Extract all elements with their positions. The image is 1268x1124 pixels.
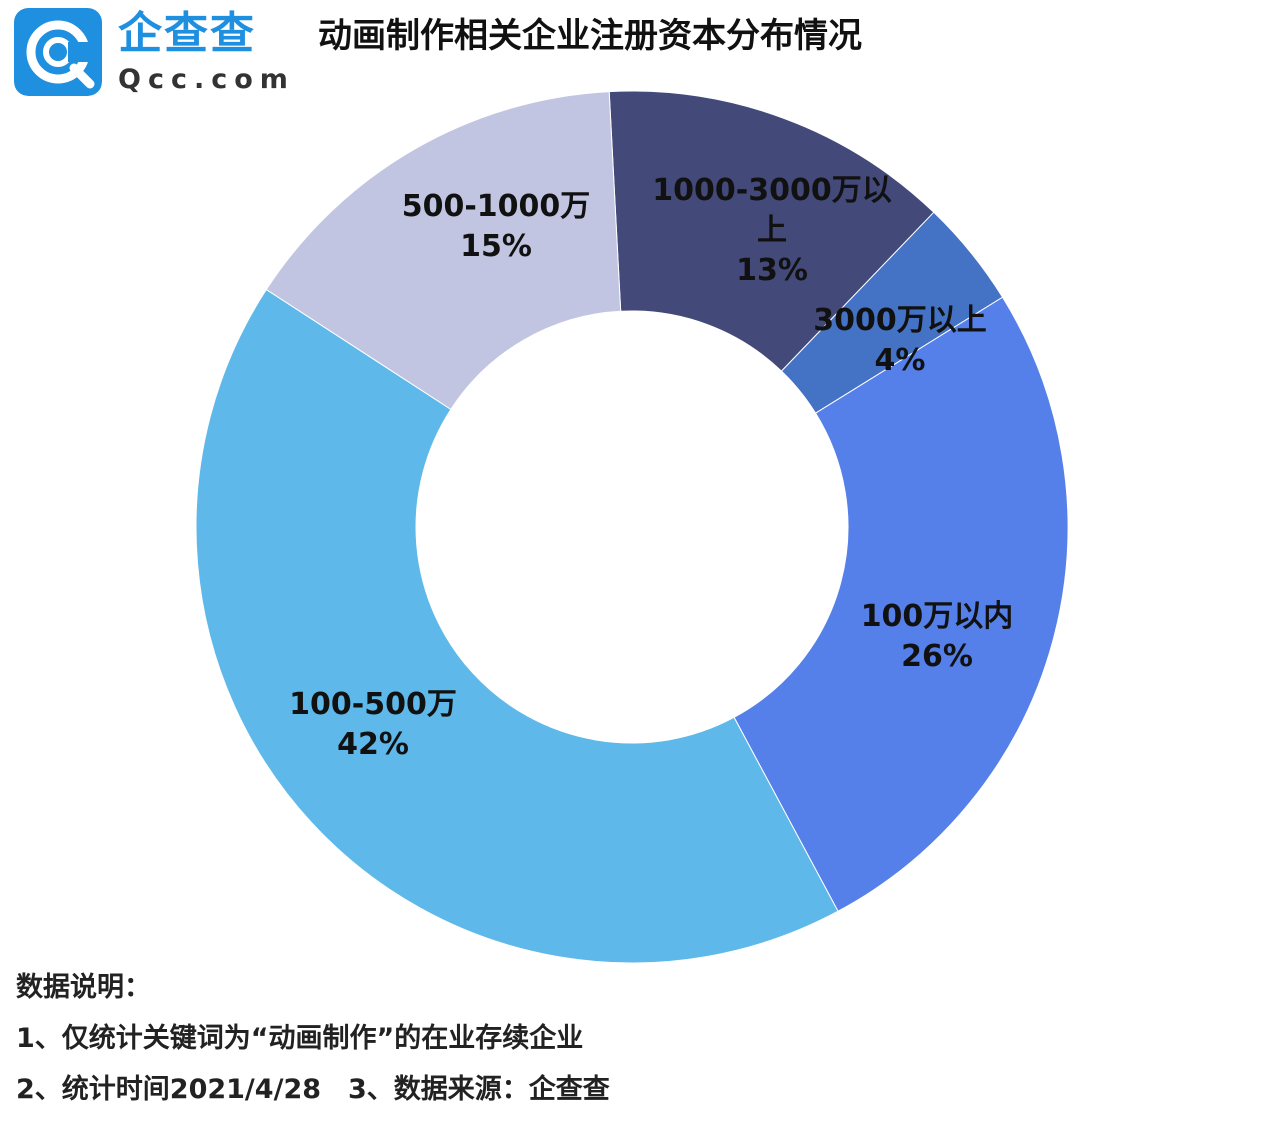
slice-category-label: 100万以内	[861, 599, 1014, 634]
slice-percent-label: 26%	[901, 639, 973, 674]
qcc-logo-icon	[14, 8, 102, 96]
slice-label: 100-500万 42%	[289, 687, 457, 762]
slice-label: 1000-3000万以上 13%	[652, 173, 891, 288]
slice-percent-label: 4%	[875, 343, 926, 378]
donut-slice	[733, 296, 1069, 912]
chart-title: 动画制作相关企业注册资本分布情况	[318, 16, 862, 56]
slice-category-label: 500-1000万	[402, 189, 591, 224]
data-notes: 数据说明： 1、仅统计关键词为“动画制作”的在业存续企业 2、统计时间2021/…	[16, 968, 1016, 1121]
donut-slice	[195, 288, 839, 964]
notes-heading: 数据说明：	[16, 972, 151, 1003]
slice-category-label: 上	[757, 213, 787, 248]
logo-chinese-name: 企查查	[118, 8, 256, 59]
notes-line-1: 1、仅统计关键词为“动画制作”的在业存续企业	[16, 1023, 584, 1054]
notes-line-2: 2、统计时间2021/4/28 3、数据来源：企查查	[16, 1074, 610, 1105]
logo: 企查查 Qcc.com	[14, 8, 288, 100]
slice-category-label: 3000万以上	[813, 303, 987, 338]
slice-percent-label: 42%	[337, 727, 409, 762]
slice-label: 500-1000万 15%	[402, 189, 591, 264]
slice-percent-label: 13%	[736, 253, 808, 288]
slice-label: 100万以内 26%	[861, 599, 1014, 674]
slice-percent-label: 15%	[460, 229, 532, 264]
slice-category-label: 1000-3000万以	[652, 173, 891, 208]
donut-slice	[608, 90, 935, 372]
slice-category-label: 100-500万	[289, 687, 457, 722]
slice-label: 3000万以上 4%	[813, 303, 987, 378]
logo-english-name: Qcc.com	[118, 64, 295, 95]
donut-slice	[265, 91, 622, 411]
